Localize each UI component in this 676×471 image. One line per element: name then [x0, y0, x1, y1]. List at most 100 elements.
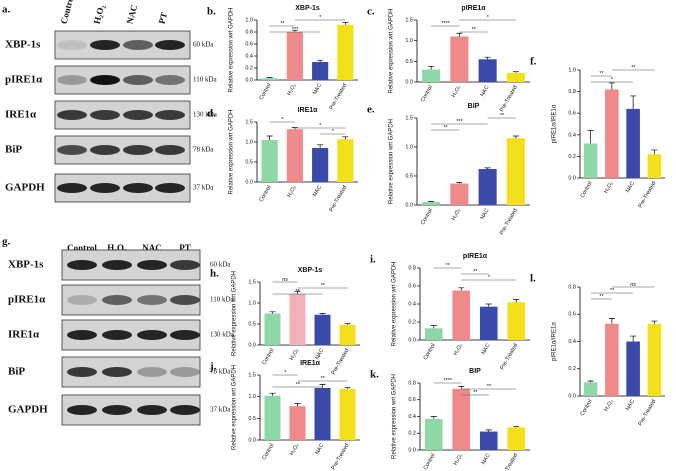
lane-label: Control: [67, 243, 97, 253]
significance-label: ***: [292, 27, 299, 33]
significance-label: **: [473, 269, 478, 275]
y-tick-label: 0.4: [568, 339, 576, 345]
bar: [626, 108, 640, 178]
panel-label: a.: [2, 4, 11, 16]
x-tick-label: Control: [423, 343, 437, 361]
blot-band: [57, 40, 87, 50]
significance-label: ****: [441, 21, 450, 27]
x-tick-label: Control: [580, 399, 594, 417]
x-tick-label: Control: [259, 83, 273, 101]
chart-title: IRE1α: [300, 360, 321, 367]
error-bar: [266, 77, 273, 79]
error-bar: [430, 325, 437, 329]
error-bar: [608, 82, 615, 90]
blot-band: [102, 330, 132, 340]
significance-label: **: [295, 382, 300, 388]
x-tick-label: H₂O₂: [453, 343, 464, 357]
y-axis-label: Relative expression wrt GAPDH: [389, 8, 395, 93]
x-tick-label: NAC: [312, 83, 323, 96]
size-label: 60 kDa: [193, 41, 214, 49]
y-tick-label: 0.8: [245, 29, 253, 35]
significance-label: **: [320, 376, 325, 382]
blot-band: [137, 295, 167, 305]
x-tick-label: NAC: [480, 208, 491, 221]
x-tick-label: NAC: [625, 181, 636, 194]
blot-band: [90, 110, 120, 120]
bar: [626, 341, 640, 396]
x-tick-label: NAC: [481, 343, 492, 356]
lane-label: PT: [157, 11, 170, 25]
y-tick-label: 0.5: [405, 173, 413, 179]
x-tick-label: Pre-Treated: [331, 443, 351, 471]
blot-band: [155, 75, 185, 85]
error-bar: [513, 299, 520, 303]
y-axis-label: Relative expression wrt GAPDH: [232, 271, 238, 356]
bar: [506, 72, 525, 82]
row-label: GAPDH: [5, 182, 45, 194]
error-bar: [317, 59, 324, 62]
error-bar: [456, 182, 463, 184]
error-bar: [512, 135, 519, 139]
chart-title: XBP-1s: [295, 5, 320, 12]
blot-band: [67, 295, 97, 305]
chart-title: BIP: [469, 368, 481, 375]
blot-band: [137, 330, 167, 340]
y-tick-label: 0.5: [248, 321, 256, 327]
x-tick-label: NAC: [314, 443, 325, 456]
blot-band: [57, 110, 87, 120]
row-label: IRE1α: [5, 109, 37, 121]
blot-band: [123, 110, 153, 120]
significance-label: ns: [630, 282, 636, 288]
significance-label: *: [611, 77, 614, 83]
significance-label: *: [319, 123, 322, 129]
blot-band: [67, 367, 97, 377]
y-tick-label: 0.0: [245, 179, 253, 185]
error-bar: [485, 429, 492, 432]
size-label: 60 kDa: [210, 261, 231, 269]
error-bar: [319, 313, 326, 315]
row-label: BiP: [8, 366, 25, 378]
blot-band: [57, 145, 87, 155]
error-bar: [484, 56, 491, 60]
y-tick-label: 0.6: [408, 283, 416, 289]
y-tick-label: 0.2: [568, 366, 576, 372]
bar: [478, 169, 497, 205]
error-bar: [630, 95, 637, 109]
x-tick-label: Pre-Treated: [499, 343, 519, 371]
x-tick-label: Pre-Treated: [499, 208, 519, 236]
y-tick-label: 0.6: [568, 111, 576, 117]
row-label: pIRE1α: [5, 74, 43, 86]
y-axis-label: Relative expression wrt GAPDH: [229, 7, 235, 92]
x-tick-label: Control: [261, 443, 275, 461]
y-tick-label: 0.0: [248, 437, 256, 443]
bar: [286, 129, 303, 182]
size-label: 130 kDa: [210, 331, 235, 339]
size-label: 78 kDa: [210, 368, 231, 376]
significance-label: **: [487, 384, 492, 390]
y-tick-label: 1.5: [405, 115, 413, 121]
y-tick-label: 0.0: [408, 447, 416, 453]
blot-band: [170, 367, 200, 377]
significance-label: *: [487, 15, 490, 21]
bar: [605, 89, 619, 178]
error-bar: [342, 22, 349, 25]
error-bar: [319, 384, 326, 388]
blot-band: [170, 330, 200, 340]
x-tick-label: NAC: [312, 185, 323, 198]
significance-label: *: [319, 15, 322, 21]
y-tick-label: 0.4: [568, 132, 576, 138]
y-tick-label: 0.0: [405, 202, 413, 208]
significance-label: *: [488, 275, 491, 281]
y-tick-label: 1.5: [248, 372, 256, 378]
bar: [583, 382, 598, 396]
bar: [289, 293, 306, 345]
blot-band: [155, 40, 185, 50]
x-tick-label: Pre-Treated: [329, 83, 349, 111]
error-bar: [317, 144, 324, 148]
y-tick-label: 1.5: [248, 279, 256, 285]
y-tick-label: 0.0: [405, 79, 413, 85]
blot-band: [67, 330, 97, 340]
bar: [339, 388, 356, 440]
lane-label: H₂O₂: [92, 3, 107, 25]
